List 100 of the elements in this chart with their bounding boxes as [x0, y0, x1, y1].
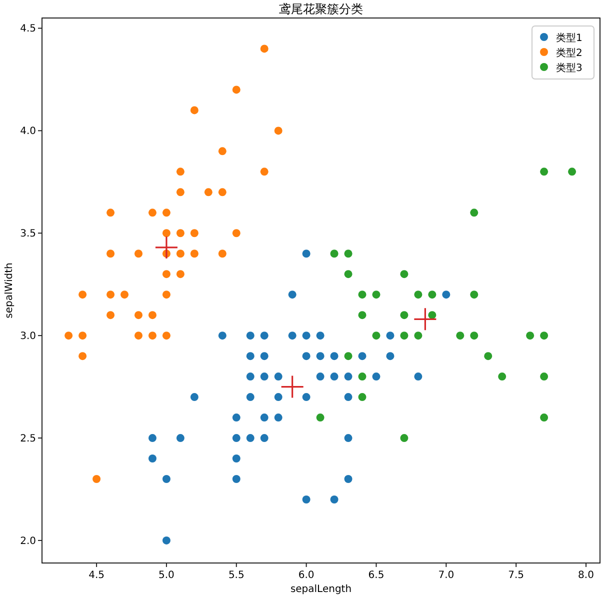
point	[568, 168, 576, 176]
point	[372, 372, 380, 381]
point	[246, 393, 254, 402]
point	[540, 168, 548, 176]
point	[400, 332, 408, 340]
point	[232, 86, 240, 94]
point	[176, 434, 184, 442]
point	[274, 126, 282, 135]
point	[134, 332, 142, 340]
point	[302, 250, 310, 258]
point	[218, 250, 226, 258]
point	[134, 311, 142, 320]
point	[260, 44, 268, 53]
point	[316, 372, 324, 381]
point	[260, 372, 268, 381]
point	[344, 393, 352, 402]
point	[246, 352, 254, 360]
point	[120, 290, 129, 299]
point	[232, 229, 240, 238]
point	[260, 434, 268, 442]
point	[302, 393, 310, 402]
point	[260, 332, 268, 340]
point	[218, 188, 226, 196]
point	[526, 332, 534, 340]
point	[78, 352, 87, 360]
point	[344, 434, 352, 442]
point	[78, 332, 87, 340]
point	[358, 352, 366, 360]
point	[316, 332, 324, 340]
point	[428, 290, 436, 299]
point	[162, 474, 170, 483]
x-axis-title: sepalLength	[290, 584, 352, 595]
point	[176, 168, 184, 176]
point	[386, 332, 394, 340]
point	[106, 311, 115, 320]
point	[540, 372, 548, 381]
point	[162, 536, 170, 544]
point	[190, 393, 198, 402]
point	[330, 372, 338, 381]
x-tick-label: 4.5	[88, 570, 104, 581]
point	[190, 229, 198, 238]
point	[134, 250, 142, 258]
point	[344, 250, 352, 258]
point	[316, 414, 324, 422]
x-tick-label: 7.5	[508, 570, 524, 581]
point	[414, 332, 422, 340]
point	[330, 352, 338, 360]
point	[78, 290, 87, 299]
y-tick-label: 2.0	[20, 536, 36, 547]
point	[176, 188, 184, 196]
point	[428, 311, 436, 320]
point	[344, 372, 352, 381]
point	[274, 414, 282, 422]
point	[288, 332, 296, 340]
point	[260, 168, 268, 176]
point	[358, 372, 366, 381]
y-tick-label: 3.5	[20, 228, 36, 240]
point	[176, 270, 184, 278]
y-tick-label: 4.0	[20, 126, 36, 138]
point	[400, 270, 408, 278]
x-tick-label: 5.5	[228, 570, 244, 581]
point	[344, 270, 352, 278]
point	[470, 208, 478, 217]
point	[302, 495, 310, 504]
legend-label: 类型2	[556, 47, 582, 59]
point	[260, 352, 268, 360]
point	[274, 393, 282, 402]
point	[64, 332, 73, 340]
point	[470, 332, 478, 340]
point	[190, 106, 198, 114]
point	[162, 208, 170, 217]
point	[92, 474, 101, 483]
point	[414, 372, 422, 381]
point	[106, 250, 115, 258]
point	[358, 290, 366, 299]
point	[148, 434, 156, 442]
point	[540, 332, 548, 340]
y-tick-label: 2.5	[20, 434, 36, 445]
point	[162, 332, 170, 340]
point	[281, 376, 304, 398]
point	[148, 454, 156, 463]
chart-title: 鸢尾花聚簇分类	[279, 2, 363, 16]
point	[106, 208, 115, 217]
point	[232, 454, 240, 463]
point	[330, 250, 338, 258]
point	[218, 147, 226, 156]
point	[176, 229, 184, 238]
point	[274, 372, 282, 381]
x-tick-label: 6.5	[368, 570, 384, 581]
point	[288, 290, 296, 299]
point	[372, 332, 380, 340]
point	[232, 474, 240, 483]
point	[176, 250, 184, 258]
point	[470, 290, 478, 299]
point	[232, 434, 240, 442]
point	[456, 332, 464, 340]
point	[162, 290, 170, 299]
point	[155, 236, 178, 258]
y-axis-title: sepalWidth	[4, 262, 15, 318]
point	[400, 434, 408, 442]
